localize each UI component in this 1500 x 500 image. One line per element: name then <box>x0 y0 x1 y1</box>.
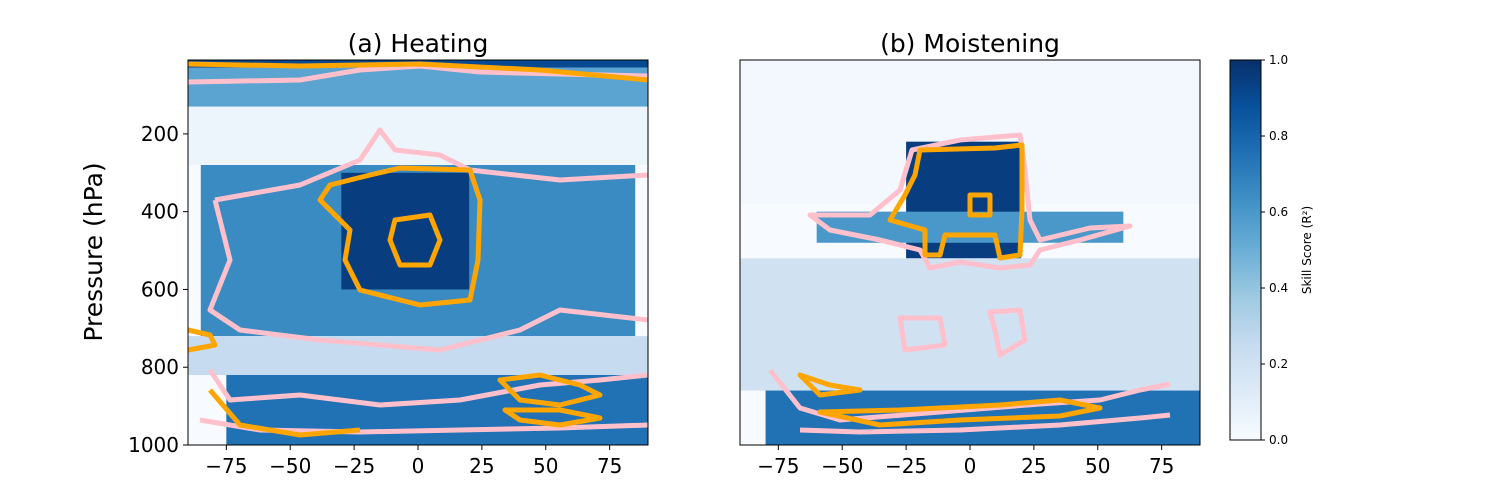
contour-orange-top <box>188 61 648 83</box>
x-axis-heating: −75 −50 −25 0 25 50 75 <box>205 445 622 478</box>
colorbar-gradient <box>1229 59 1262 441</box>
colorbar-tick-label: 0.0 <box>1269 433 1288 447</box>
contour-orange-lower <box>208 372 603 438</box>
contour-orange-lower <box>797 372 1103 428</box>
y-tick-label: 800 <box>141 355 179 379</box>
contour-pink-mid <box>207 127 648 353</box>
contour-pink-mid <box>897 307 1028 358</box>
x-axis-moistening: −75 −50 −25 0 25 50 75 <box>757 445 1174 478</box>
contour-orange-core <box>887 142 1025 261</box>
panel-title-moistening: (b) Moistening <box>880 29 1060 58</box>
x-tick-label: −25 <box>885 454 927 478</box>
x-tick-label: 0 <box>964 454 977 478</box>
colorbar-label: Skill Score (R²) <box>1300 206 1314 294</box>
panel-title-heating: (a) Heating <box>348 29 489 58</box>
x-tick-label: 50 <box>1085 454 1110 478</box>
x-tick-label: 50 <box>533 454 558 478</box>
colorbar-tick-label: 0.8 <box>1269 129 1288 143</box>
x-tick-label: 25 <box>1021 454 1046 478</box>
colorbar-tick-label: 0.4 <box>1269 281 1288 295</box>
colorbar-ticks: 0.0 0.2 0.4 0.6 0.8 1.0 <box>1261 53 1288 447</box>
colorbar-tick-label: 1.0 <box>1269 53 1288 67</box>
heatmap-region <box>188 336 648 375</box>
y-axis-heating: 200 400 600 800 1000 <box>128 122 188 457</box>
heatmap-cells-heating <box>188 60 648 445</box>
contours-moistening <box>768 132 1171 435</box>
heatmap-moistening <box>740 60 1200 445</box>
x-tick-label: −50 <box>269 454 311 478</box>
contour-pink-core <box>807 132 1133 271</box>
colorbar-tick-label: 0.2 <box>1269 357 1288 371</box>
y-tick-label: 200 <box>141 122 179 146</box>
panel-moistening: (b) Moistening −75 −50 −25 0 25 50 75 <box>739 29 1201 478</box>
y-tick-label: 400 <box>141 200 179 224</box>
contours-heating <box>188 61 648 438</box>
heatmap-region <box>341 172 470 290</box>
x-tick-label: −75 <box>205 454 247 478</box>
colorbar-tick-label: 0.6 <box>1269 205 1288 219</box>
contour-orange-inner <box>387 212 443 268</box>
heatmap-heating <box>188 60 648 445</box>
contour-orange-sw <box>188 327 218 353</box>
contour-orange-core <box>317 165 483 308</box>
x-tick-label: 25 <box>469 454 494 478</box>
heatmap-region <box>188 106 648 165</box>
contour-orange-inner <box>967 192 993 218</box>
y-axis-title: Pressure (hPa) <box>79 162 108 341</box>
x-tick-label: 0 <box>412 454 425 478</box>
x-tick-label: −75 <box>757 454 799 478</box>
x-tick-label: 75 <box>1149 454 1174 478</box>
x-tick-label: −25 <box>333 454 375 478</box>
heatmap-region <box>740 258 1200 391</box>
colorbar: 0.0 0.2 0.4 0.6 0.8 1.0 Skill Score (R²) <box>1229 53 1314 447</box>
x-tick-label: 75 <box>597 454 622 478</box>
y-tick-label: 1000 <box>128 433 179 457</box>
x-tick-label: −50 <box>821 454 863 478</box>
panel-heating: (a) Heating −75 −50 −25 0 25 50 75 200 400 600 80… <box>79 29 649 478</box>
y-tick-label: 600 <box>141 277 179 301</box>
